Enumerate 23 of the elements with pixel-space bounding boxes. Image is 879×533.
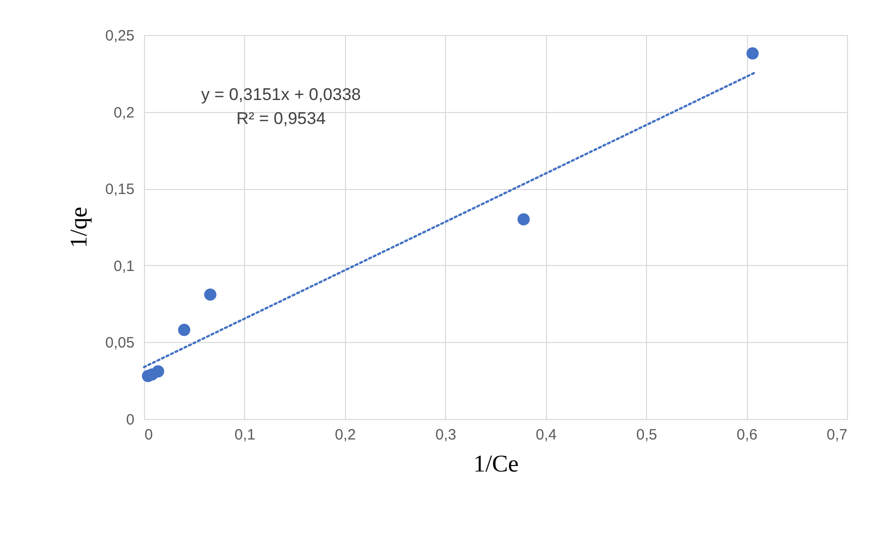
x-tick-label: 0,2 [334, 426, 356, 444]
point [746, 47, 759, 60]
point [204, 288, 216, 301]
y-tick-label: 0,1 [114, 258, 134, 275]
y-tick-label: 0,25 [105, 28, 134, 44]
x-tick-label: 0,7 [826, 426, 848, 444]
x-tick-label: 0,1 [234, 426, 256, 444]
y-tick-label: 0,2 [114, 104, 134, 122]
y-tick-label: 0,15 [105, 181, 134, 198]
x-tick-label: 0 [144, 426, 153, 444]
x-tick-label: 0,5 [636, 426, 658, 444]
point [517, 213, 530, 226]
x-tick-label: 0,6 [736, 426, 758, 444]
y-tick-label: 0 [126, 412, 134, 428]
annotation: y = 0,3151x + 0,0338 [201, 85, 361, 104]
x-tick-label: 0,4 [536, 426, 557, 444]
point [178, 324, 190, 336]
y-axis-title: 1/qe [66, 206, 92, 248]
x-axis-title: 1/Ce [473, 452, 519, 478]
point [152, 365, 164, 378]
y-tick-label: 0,05 [105, 334, 134, 352]
annotation: R² = 0,9534 [236, 109, 326, 128]
x-tick-label: 0,3 [435, 426, 456, 444]
